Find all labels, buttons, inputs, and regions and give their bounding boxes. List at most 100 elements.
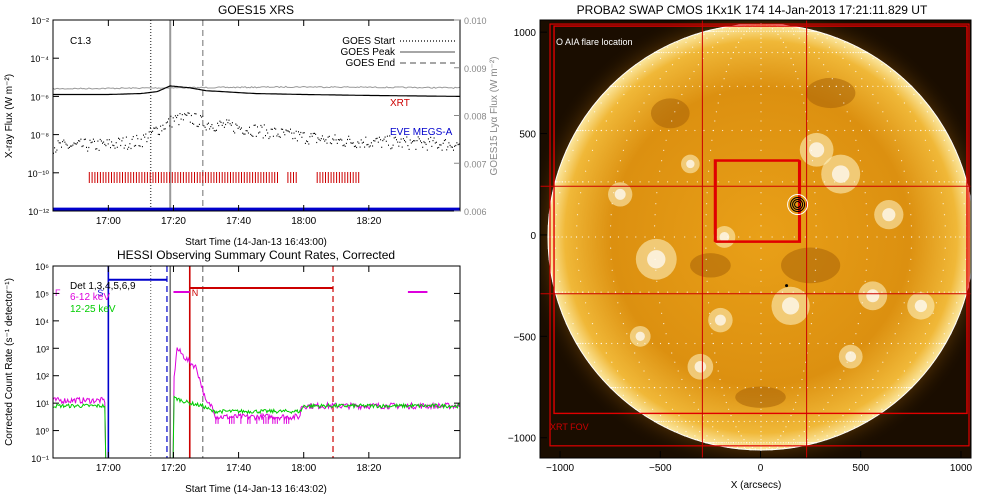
short-channel-point — [364, 146, 366, 148]
short-channel-point — [347, 138, 348, 141]
short-channel-point — [455, 144, 457, 147]
grid-dot — [671, 64, 674, 66]
grid-dot — [736, 387, 739, 389]
grid-dot — [849, 352, 851, 354]
grid-dot — [611, 387, 613, 389]
grid-dot — [576, 214, 579, 216]
grid-dot — [729, 387, 731, 389]
grid-dot — [872, 415, 874, 417]
grid-dot — [564, 302, 566, 304]
grid-dot — [913, 181, 915, 183]
short-channel-point — [275, 128, 277, 130]
short-channel-point — [241, 127, 242, 129]
grid-dot — [861, 78, 863, 80]
grid-dot — [588, 342, 590, 345]
grid-dot — [860, 129, 863, 132]
grid-dot — [712, 426, 714, 428]
grid-dot — [865, 203, 867, 205]
grid-dot — [876, 70, 878, 73]
grid-dot — [959, 291, 961, 293]
grid-dot — [561, 236, 563, 238]
grid-dot — [760, 57, 762, 60]
xrt-tick — [235, 172, 237, 183]
grid-dot — [639, 291, 641, 293]
grid-dot — [607, 181, 609, 183]
grid-dot — [798, 420, 800, 423]
grid-dot — [760, 102, 762, 104]
grid-dot — [803, 30, 805, 32]
grid-dot — [617, 129, 619, 132]
dark-patch — [805, 77, 856, 109]
short-channel-point — [458, 143, 460, 145]
grid-dot — [894, 139, 896, 141]
grid-dot — [671, 408, 674, 410]
grid-dot — [924, 139, 927, 141]
grid-dot — [944, 236, 947, 238]
short-channel-point — [396, 139, 397, 141]
short-channel-point — [97, 140, 99, 142]
grid-dot — [903, 129, 906, 132]
grid-dot — [898, 291, 900, 293]
grid-dot — [738, 431, 740, 433]
grid-dot — [760, 192, 762, 194]
grid-dot — [915, 129, 917, 132]
grid-dot — [952, 312, 954, 314]
swap-xtick-label: 500 — [852, 463, 869, 474]
grid-dot — [785, 426, 787, 428]
grid-dot — [814, 435, 816, 437]
short-channel-point — [431, 145, 433, 147]
grid-dot — [760, 446, 762, 448]
grid-dot — [809, 333, 811, 335]
short-channel-point — [83, 138, 85, 141]
grid-dot — [655, 269, 657, 271]
short-channel-point — [231, 122, 233, 124]
short-channel-point — [251, 134, 253, 137]
eve-series-label: EVE MEGS-A — [390, 127, 453, 138]
short-channel-point — [151, 131, 152, 134]
grid-dot — [611, 203, 613, 205]
short-channel-point — [404, 139, 405, 142]
short-channel-point — [153, 127, 155, 129]
short-channel-point — [331, 143, 333, 145]
grid-dot — [915, 342, 917, 345]
grid-dot — [788, 30, 790, 32]
grid-dot — [727, 439, 729, 441]
grid-dot — [782, 431, 785, 433]
grid-dot — [811, 160, 814, 162]
grid-dot — [760, 442, 762, 444]
grid-dot — [752, 85, 754, 87]
short-channel-point — [72, 144, 74, 146]
grid-dot — [824, 181, 826, 183]
grid-dot — [712, 442, 714, 444]
grid-dot — [883, 342, 886, 345]
xrt-tick — [333, 172, 335, 183]
short-channel-point — [64, 141, 66, 143]
grid-dot — [963, 236, 965, 238]
short-channel-point — [359, 146, 361, 148]
short-channel-point — [449, 144, 451, 146]
grid-dot — [806, 387, 809, 389]
hessi-detectors: Det 1,3,4,5,6,9 — [70, 281, 136, 292]
grid-dot — [859, 420, 862, 423]
short-channel-point — [182, 119, 184, 121]
short-channel-point — [342, 145, 344, 147]
grid-dot — [760, 312, 762, 314]
short-channel-point — [149, 127, 151, 129]
grid-dot — [578, 129, 580, 132]
short-channel-point — [296, 140, 298, 142]
grid-dot — [665, 51, 667, 54]
goes-title: GOES15 XRS — [218, 3, 294, 17]
grid-dot — [932, 120, 935, 122]
grid-dot — [555, 181, 558, 183]
grid-dot — [713, 85, 716, 87]
grid-dot — [827, 420, 829, 423]
grid-dot — [703, 342, 705, 345]
short-channel-point — [247, 132, 249, 134]
grid-dot — [898, 323, 900, 325]
grid-dot — [872, 181, 874, 183]
short-channel-point — [311, 135, 313, 137]
grid-dot — [576, 225, 578, 227]
short-channel-point — [86, 146, 87, 148]
grid-dot — [671, 51, 673, 54]
swap-xtick-label: −1000 — [546, 463, 575, 474]
